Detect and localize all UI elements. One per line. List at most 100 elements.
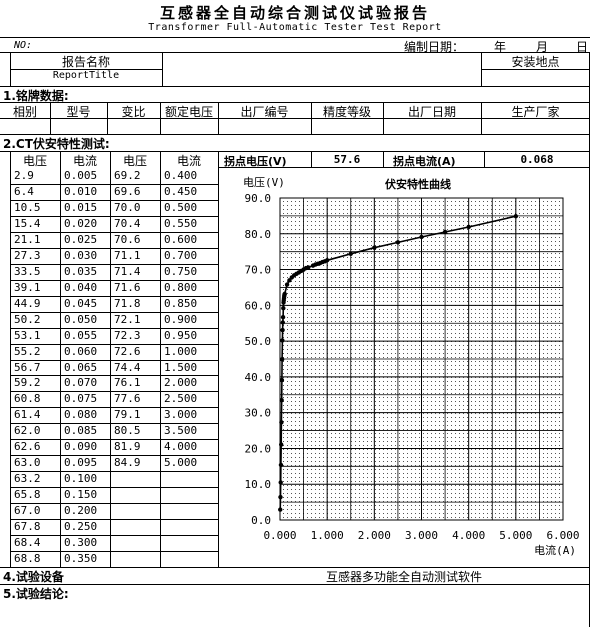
vi-curve-point — [279, 357, 285, 362]
ct-table-cell: 0.015 — [64, 200, 98, 214]
ct-table-cell: 0.085 — [64, 424, 98, 438]
ct-table-cell: 62.0 — [14, 424, 41, 438]
ct-table-cell: 0.090 — [64, 440, 98, 454]
equipment-section-title: 4.试验设备 — [3, 570, 64, 584]
rule — [10, 535, 218, 536]
rule — [0, 118, 590, 119]
ct-table-cell: 0.150 — [64, 488, 98, 502]
ct-table-cell: 1.000 — [164, 344, 198, 358]
knee-current-label: 拐点电流(A) — [393, 155, 456, 168]
rule — [10, 455, 218, 456]
rule — [10, 52, 11, 86]
rule — [160, 151, 161, 567]
ct-table-cell: 79.1 — [114, 408, 141, 422]
ct-table-cell: 0.040 — [64, 280, 98, 294]
ct-table-cell: 65.8 — [14, 488, 41, 502]
ct-table-cell: 0.800 — [164, 280, 198, 294]
rule — [218, 167, 590, 168]
rule — [10, 503, 218, 504]
vi-curve-point — [513, 214, 519, 219]
ct-table-cell: 50.2 — [14, 312, 41, 326]
chart-y-axis-label: 电压(V) — [243, 176, 285, 189]
y-tick-label: 80.0 — [245, 228, 272, 241]
ct-table-cell: 72.6 — [114, 344, 141, 358]
ct-table-cell: 0.300 — [64, 536, 98, 550]
rule — [10, 391, 218, 392]
ct-table-cell: 0.095 — [64, 456, 98, 470]
vi-curve-point — [324, 258, 330, 263]
ct-table-cell: 0.080 — [64, 408, 98, 422]
rule — [0, 52, 590, 53]
nameplate-col-header: 额定电压 — [164, 105, 213, 119]
rule — [10, 423, 218, 424]
ct-table-cell: 70.6 — [114, 232, 141, 246]
vi-curve-point — [280, 338, 285, 343]
ct-table-cell: 71.6 — [114, 280, 141, 294]
ct-table-cell: 15.4 — [14, 216, 41, 230]
vi-curve-point — [395, 240, 401, 245]
ct-table-cell: 0.550 — [164, 216, 198, 230]
ct-table-cell: 76.1 — [114, 376, 141, 390]
vi-curve-point — [280, 327, 285, 333]
ct-table-cell: 0.030 — [64, 248, 98, 262]
ct-table-cell: 0.005 — [64, 169, 98, 182]
ct-table-cell: 33.5 — [14, 264, 41, 278]
equipment-value: 互感器多功能全自动测试软件 — [325, 570, 482, 584]
vi-curve-point — [278, 507, 283, 512]
ct-table-cell: 71.1 — [114, 248, 141, 262]
nameplate-col-header: 型号 — [66, 105, 91, 119]
y-tick-label: 90.0 — [245, 192, 272, 205]
ct-table-cell: 69.6 — [114, 184, 141, 198]
y-tick-label: 10.0 — [245, 478, 272, 491]
ct-table-cell: 71.4 — [114, 264, 141, 278]
ct-table-cell: 59.2 — [14, 376, 41, 390]
ct-table-cell: 0.950 — [164, 328, 198, 342]
rule — [0, 584, 590, 585]
x-tick-label: 6.000 — [546, 529, 579, 542]
ct-table-cell: 70.4 — [114, 216, 141, 230]
ct-table-cell: 60.8 — [14, 392, 41, 406]
ct-table-cell: 0.700 — [164, 248, 198, 262]
rule — [10, 200, 218, 201]
ct-table-cell: 0.250 — [64, 520, 98, 534]
rule — [311, 151, 312, 167]
rule — [110, 151, 111, 567]
rule — [60, 151, 61, 567]
vi-curve-point — [281, 305, 286, 311]
nameplate-col-header: 相别 — [12, 105, 37, 119]
ct-table-cell: 0.075 — [64, 392, 98, 406]
ct-table-cell: 67.0 — [14, 504, 41, 518]
ct-table-cell: 61.4 — [14, 408, 41, 422]
ct-table-cell: 4.000 — [164, 440, 198, 454]
vi-curve-point — [280, 320, 286, 325]
ct-table-cell: 0.060 — [64, 344, 98, 358]
ct-table-cell: 6.4 — [14, 184, 34, 198]
vi-curve-point — [279, 397, 284, 403]
vi-curve-point — [278, 462, 284, 468]
vi-curve-point — [279, 377, 285, 383]
rule — [10, 375, 218, 376]
ct-table-cell: 3.000 — [164, 408, 198, 422]
ct-table-cell: 1.500 — [164, 360, 198, 374]
rule — [383, 151, 384, 167]
ct-table-cell: 0.350 — [64, 552, 98, 566]
rule — [0, 102, 590, 103]
ct-table-cell: 70.0 — [114, 200, 141, 214]
ct-table-cell: 63.0 — [14, 456, 41, 470]
rule — [10, 248, 218, 249]
date-year: 年 — [494, 40, 507, 54]
rule — [10, 312, 218, 313]
ct-table-cell: 2.9 — [14, 169, 34, 182]
rule — [10, 471, 218, 472]
rule — [10, 151, 11, 567]
vi-curve-point — [278, 480, 283, 485]
ct-table-cell: 80.5 — [114, 424, 141, 438]
ct-table-cell: 2.500 — [164, 392, 198, 406]
rule — [10, 519, 218, 520]
rule — [10, 360, 218, 361]
rule — [481, 69, 590, 70]
ct-table-cell: 55.2 — [14, 344, 41, 358]
rule — [0, 151, 590, 152]
nameplate-col-header: 生产厂家 — [511, 105, 560, 119]
ct-table-cell: 0.035 — [64, 264, 98, 278]
